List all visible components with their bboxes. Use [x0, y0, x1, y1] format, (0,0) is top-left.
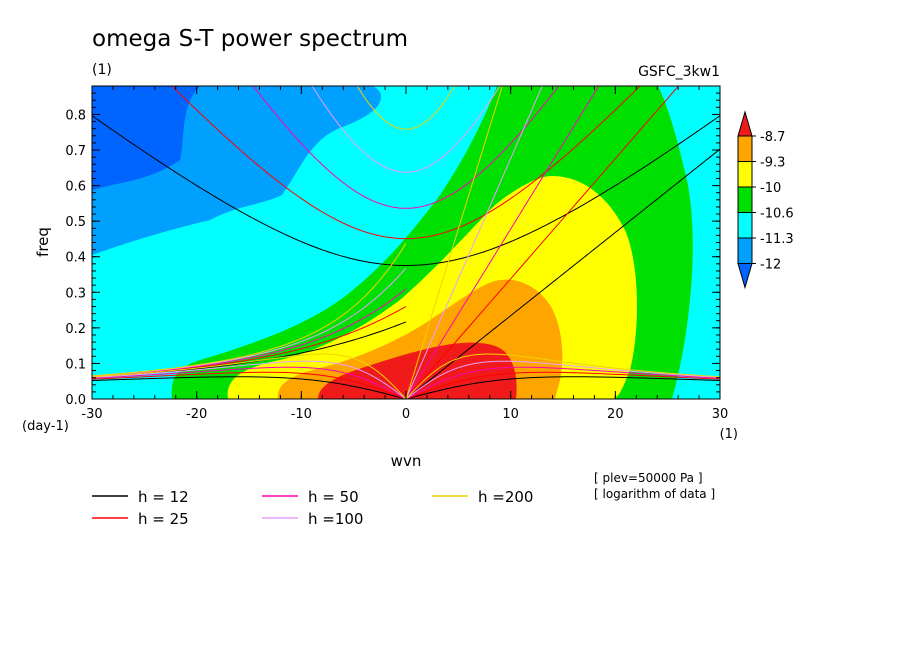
y-tick-label: 0.1: [65, 357, 86, 372]
dispersion-curve-h25: [405, 86, 680, 399]
dispersion-curve-h200: [405, 86, 503, 399]
colorbar: -8.7 -9.3 -10 -10.6 -11.3 -12: [737, 110, 794, 290]
y-axis-label: freq: [34, 227, 52, 257]
legend-label: h = 25: [138, 510, 189, 528]
colorbar-label: -12: [760, 258, 781, 273]
colorbar-label: -8.7: [760, 130, 785, 145]
colorbar-label: -10.6: [760, 207, 794, 222]
chart-title: omega S-T power spectrum: [92, 26, 408, 52]
y-tick-label: 0.2: [65, 322, 86, 337]
x-tick-label: 20: [607, 407, 624, 422]
dispersion-curve-h100: [405, 86, 543, 399]
notes: [ plev=50000 Pa ] [ logarithm of data ]: [594, 471, 715, 501]
y-tick-label: 0.0: [65, 393, 86, 408]
legend-label: h = 12: [138, 488, 189, 506]
colorbar-segment: [737, 161, 753, 188]
legend-label: h =200: [478, 488, 533, 506]
y-tick-label: 0.7: [65, 144, 86, 159]
colorbar-bottom-arrow: [737, 263, 753, 290]
contour-fill-area: [92, 86, 720, 399]
y-tick-label: 0.5: [65, 215, 86, 230]
x-axis-label: wvn: [391, 452, 422, 470]
contour-level-lowest: [92, 86, 200, 190]
dispersion-curve-h25: [171, 86, 641, 240]
dispersion-curve-h100: [92, 360, 720, 399]
chart-subtitle: (1): [92, 62, 112, 78]
colorbar-label: -10: [760, 181, 781, 196]
x-tick-label: 30: [712, 407, 729, 422]
dispersion-curves: [92, 86, 720, 399]
colorbar-segment: [737, 186, 753, 213]
colorbar-segment: [737, 237, 753, 264]
x-tick-label: -20: [186, 407, 207, 422]
colorbar-label: -9.3: [760, 156, 785, 171]
x-tick-label: -10: [291, 407, 312, 422]
colorbar-label: -11.3: [760, 232, 794, 247]
axes: -30 -20 -10 0 10 20 30 0.0 0.1 0.2 0.3 0.4 0.5 0.6 0.7…: [65, 85, 729, 422]
y-tick-label: 0.6: [65, 180, 86, 195]
dispersion-curve-h50: [252, 86, 560, 209]
dispersion-curve-h200: [92, 353, 720, 399]
x-unit-label: (1): [720, 427, 738, 442]
dispersion-curve-h50: [405, 86, 600, 399]
colorbar-top-arrow: [737, 110, 753, 137]
y-tick-label: 0.4: [65, 251, 86, 266]
dispersion-curve-h200: [92, 242, 407, 377]
legend-label: h = 50: [308, 488, 359, 506]
dispersion-curve-h25: [92, 371, 720, 399]
dispersion-curve-h12: [92, 115, 720, 266]
y-tick-label: 0.8: [65, 108, 86, 123]
dispersion-curve-h12: [92, 376, 720, 399]
x-tick-label: 10: [502, 407, 519, 422]
x-tick-label: -30: [81, 407, 102, 422]
y-unit-label: (day-1): [22, 419, 69, 434]
note-line: [ logarithm of data ]: [594, 487, 715, 501]
dispersion-curve-h50: [92, 366, 720, 399]
colorbar-segment: [737, 135, 753, 162]
model-label: GSFC_3kw1: [638, 64, 720, 80]
legend-label: h =100: [308, 510, 363, 528]
x-tick-label: 0: [402, 407, 410, 422]
dispersion-curve-h100: [311, 86, 501, 173]
note-line: [ plev=50000 Pa ]: [594, 471, 703, 485]
y-tick-label: 0.3: [65, 286, 86, 301]
dispersion-curve-h12: [405, 148, 720, 399]
legend: h = 12 h = 25 h = 50 h =100 h =200: [92, 488, 533, 528]
colorbar-segment: [737, 212, 753, 239]
dispersion-curve-h200: [356, 86, 456, 130]
